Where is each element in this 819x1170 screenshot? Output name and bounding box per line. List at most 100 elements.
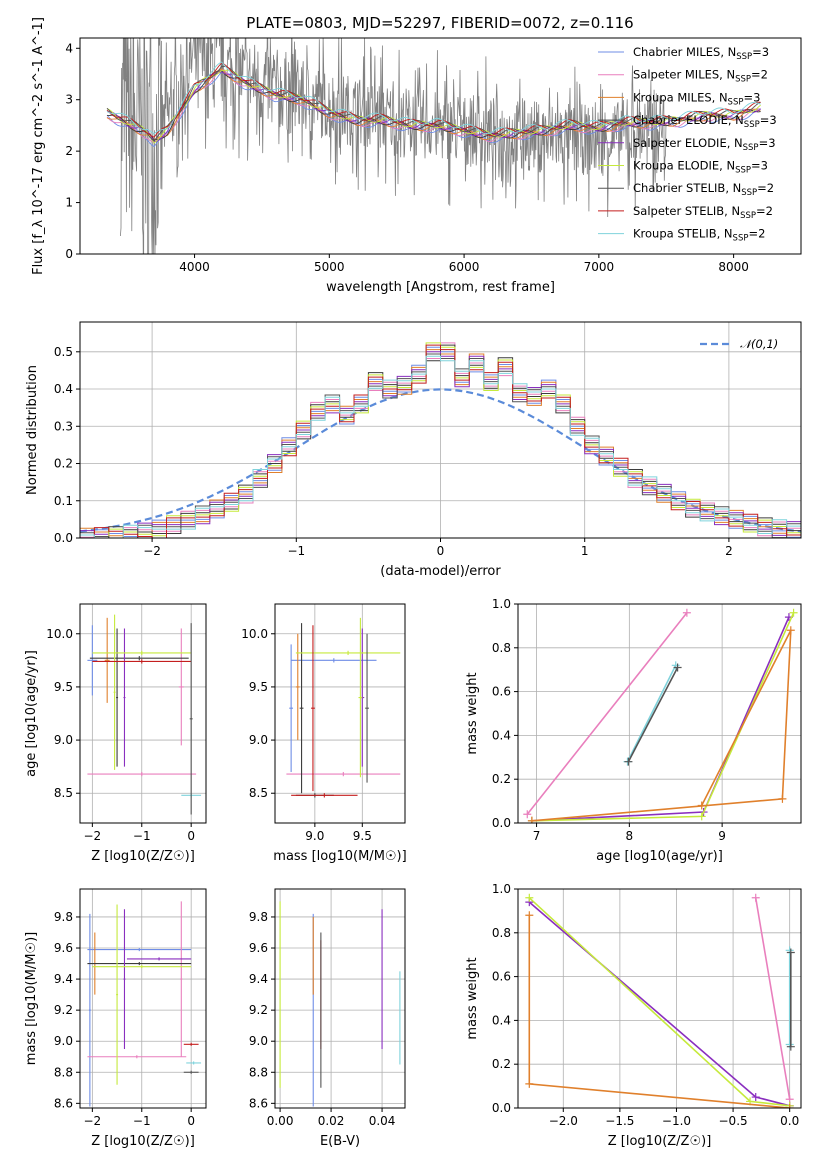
- x-tick-label: 4000: [179, 260, 210, 274]
- y-tick-label: 10.0: [241, 627, 268, 641]
- x-axis-label: E(B-V): [320, 1134, 360, 1149]
- weight-marker: [523, 810, 532, 819]
- legend-text: Salpeter MILES, N: [633, 68, 735, 82]
- legend-tail: =2: [748, 227, 765, 241]
- x-tick-label: −2: [143, 544, 161, 558]
- ebv-mass-panel: 0.00 0.02 0.04 8.6 8.8 9.0 9.2 9.4 9.6 9.8 E(B-V): [249, 888, 406, 1149]
- weight-marker: [525, 911, 534, 920]
- legend-entry: Salpeter STELIB, NSSP=2: [633, 204, 773, 221]
- x-tick-label: 0.00: [267, 1114, 294, 1128]
- y-tick-label: 0.4: [54, 382, 73, 396]
- y-tick-label: 3: [65, 93, 73, 107]
- y-tick-label: 9.0: [54, 733, 73, 747]
- y-tick-label: 0.0: [492, 1101, 511, 1115]
- legend-tail: =3: [759, 136, 776, 150]
- weight-line: [627, 667, 679, 763]
- x-tick-label: −0.5: [719, 1114, 748, 1128]
- legend-entry: Chabrier MILES, NSSP=3: [633, 45, 769, 62]
- legend-entry: 𝒩(0,1): [740, 337, 778, 351]
- y-tick-label: 0.2: [54, 457, 73, 471]
- histogram-step-0: [80, 346, 801, 538]
- y-tick-label: 0.0: [54, 531, 73, 545]
- y-tick-label: 0: [65, 247, 73, 261]
- x-tick-label: 0.0: [780, 1114, 799, 1128]
- x-tick-label: 1: [581, 544, 589, 558]
- y-tick-label: 0.1: [54, 494, 73, 508]
- normal-curve: [80, 388, 801, 533]
- weight-marker: [624, 757, 633, 766]
- legend-sub: SSP: [740, 211, 756, 221]
- residuals-frame: [79, 321, 802, 539]
- x-tick-label: −1.5: [605, 1114, 634, 1128]
- legend-entry: Chabrier STELIB, NSSP=2: [633, 181, 774, 198]
- Z-weight-panel: −2.0 −1.5 −1.0 −0.5 0.0 0.0 0.2 0.4 0.6 0.8 1.0 Z […: [465, 882, 802, 1149]
- Z-mass-plot-area: [80, 889, 206, 1108]
- legend-tail: =3: [743, 90, 760, 104]
- mass-age-frame: [274, 603, 406, 824]
- y-tick-label: 9.4: [54, 972, 73, 986]
- x-axis-label: wavelength [Angstrom, rest frame]: [326, 280, 555, 295]
- legend-sub: SSP: [733, 234, 749, 244]
- weight-line: [528, 915, 790, 1108]
- histogram-step-3: [80, 344, 801, 538]
- weight-marker: [778, 794, 787, 803]
- x-tick-label: 2: [725, 544, 733, 558]
- y-tick-label: 0.8: [492, 926, 511, 940]
- weight-line: [754, 897, 791, 1100]
- x-tick-label: 0: [437, 544, 445, 558]
- y-tick-label: 2: [65, 144, 73, 158]
- y-tick-label: 4: [65, 41, 73, 55]
- legend-text: Salpeter ELODIE, N: [633, 136, 743, 150]
- legend-text: Salpeter STELIB, N: [633, 204, 740, 218]
- weight-marker: [751, 1093, 760, 1102]
- weight-marker: [525, 1079, 534, 1088]
- legend-tail: =2: [756, 204, 773, 218]
- weight-marker: [786, 1042, 795, 1051]
- x-tick-label: −2.0: [549, 1114, 578, 1128]
- x-tick-label: 7000: [584, 260, 615, 274]
- legend-sub: SSP: [741, 188, 757, 198]
- legend-entry: Salpeter ELODIE, NSSP=3: [633, 136, 776, 153]
- Z-mass-panel: −2 −1 0 8.6 8.8 9.0 9.2 9.4 9.6 9.8 Z [log10(Z/Z☉)…: [24, 888, 207, 1149]
- x-tick-label: 7: [533, 829, 541, 843]
- y-axis-label: mass [log10(M/M☉)]: [24, 932, 39, 1065]
- y-tick-label: 9.4: [249, 972, 268, 986]
- x-tick-label: 5000: [314, 260, 345, 274]
- spectrum-panel: 4000 5000 6000 7000 8000 0 1 2 3 4 wavelength [Ang…: [31, 17, 802, 295]
- legend-entry: Kroupa MILES, NSSP=3: [633, 90, 760, 107]
- Z-weight-frame: [517, 888, 802, 1109]
- legend-tail: =2: [757, 181, 774, 195]
- model-line-6: [106, 65, 761, 142]
- y-tick-label: 8.5: [54, 786, 73, 800]
- y-tick-label: 0.8: [492, 641, 511, 655]
- residuals-panel: −2 −1 0 1 2 0.0 0.1 0.2 0.3 0.4 0.5 (data-model)/er…: [25, 321, 802, 579]
- x-tick-label: 0: [187, 829, 195, 843]
- y-tick-label: 8.5: [249, 786, 268, 800]
- spectrum-plot-area: [106, 38, 761, 254]
- age-weight-frame: [517, 603, 802, 824]
- y-tick-label: 9.0: [54, 1034, 73, 1048]
- legend-sub: SSP: [735, 75, 751, 85]
- legend-sub: SSP: [743, 143, 759, 153]
- y-tick-label: 9.5: [54, 680, 73, 694]
- weight-marker: [697, 812, 706, 821]
- model-line-8: [106, 61, 761, 135]
- Z-weight-plot-area: [518, 889, 801, 1108]
- mass-age-plot-area: [275, 604, 405, 823]
- x-tick-label: −1: [133, 1114, 151, 1128]
- y-tick-label: 0.0: [492, 816, 511, 830]
- x-tick-label: −1: [133, 829, 151, 843]
- x-tick-label: 8000: [718, 260, 749, 274]
- x-axis-label: Z [log10(Z/Z☉)]: [608, 1134, 712, 1149]
- histogram-step-8: [80, 355, 801, 538]
- y-axis-label: mass weight: [465, 957, 480, 1039]
- x-tick-label: 6000: [449, 260, 480, 274]
- y-tick-label: 9.0: [249, 733, 268, 747]
- y-axis-label: Normed distribution: [25, 365, 40, 495]
- x-tick-label: 8: [626, 829, 634, 843]
- age-weight-panel: 7 8 9 0.0 0.2 0.4 0.6 0.8 1.0 age [log10(age/yr)]…: [465, 597, 802, 864]
- y-tick-label: 0.2: [492, 1057, 511, 1071]
- weight-marker: [525, 893, 534, 902]
